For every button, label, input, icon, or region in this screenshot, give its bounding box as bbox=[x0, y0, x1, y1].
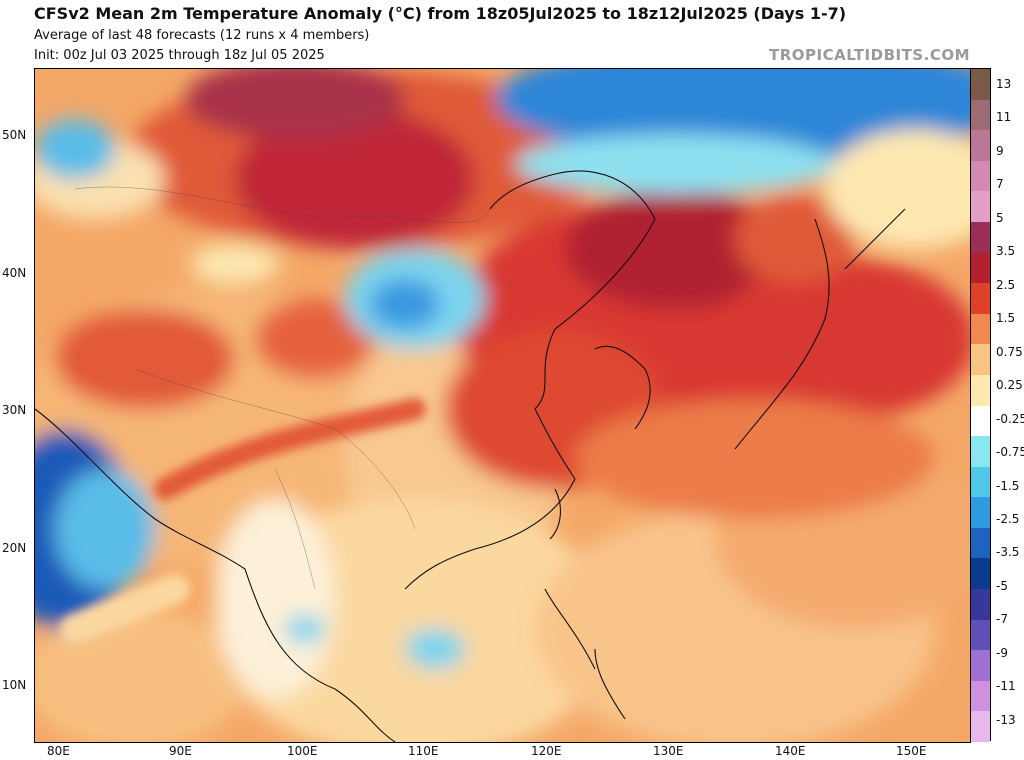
chart-subtitle: Average of last 48 forecasts (12 runs x … bbox=[34, 28, 370, 43]
colorbar-label: 9 bbox=[996, 143, 1004, 158]
anomaly-map bbox=[34, 68, 971, 743]
lon-label-130e: 130E bbox=[653, 744, 684, 758]
colorbar-segment bbox=[971, 221, 990, 254]
colorbar-label: -9 bbox=[996, 645, 1008, 660]
colorbar-segment bbox=[971, 313, 990, 345]
colorbar-segment bbox=[971, 130, 990, 162]
colorbar-segment bbox=[971, 497, 990, 529]
colorbar-segment bbox=[971, 680, 990, 712]
colorbar-segment bbox=[971, 405, 990, 437]
colorbar-segment bbox=[971, 436, 990, 468]
colorbar-label: -0.25 bbox=[996, 411, 1024, 426]
colorbar-segment bbox=[971, 99, 990, 131]
lon-label-150e: 150E bbox=[896, 744, 927, 758]
lon-label-140e: 140E bbox=[775, 744, 806, 758]
lon-label-110e: 110E bbox=[408, 744, 439, 758]
colorbar-segment bbox=[971, 650, 990, 682]
colorbar-segment bbox=[971, 160, 990, 192]
colorbar-label: -13 bbox=[996, 712, 1016, 727]
colorbar-label: 1.5 bbox=[996, 311, 1016, 326]
lat-label-40n: 40N bbox=[2, 266, 27, 280]
colorbar-label: -3.5 bbox=[996, 545, 1020, 560]
colorbar-segment bbox=[971, 466, 990, 498]
colorbar-segment bbox=[971, 252, 990, 284]
map-canvas bbox=[35, 69, 970, 742]
colorbar-segment bbox=[971, 558, 990, 590]
colorbar-label: 2.5 bbox=[996, 277, 1016, 292]
borders bbox=[74, 186, 491, 590]
lat-label-30n: 30N bbox=[2, 403, 27, 417]
colorbar-label: 13 bbox=[996, 77, 1012, 91]
colorbar-label: 0.25 bbox=[996, 378, 1023, 393]
brand-watermark: TROPICALTIDBITS.COM bbox=[769, 46, 970, 64]
lat-label-20n: 20N bbox=[2, 541, 27, 555]
lon-label-80e: 80E bbox=[47, 744, 70, 758]
colorbar-segment bbox=[971, 69, 990, 101]
lon-label-120e: 120E bbox=[531, 744, 562, 758]
lat-label-50n: 50N bbox=[2, 128, 27, 142]
colorbar-label: 5 bbox=[996, 210, 1004, 225]
colorbar-label: -0.75 bbox=[996, 445, 1024, 460]
colorbar-segment bbox=[971, 589, 990, 621]
chart-title: CFSv2 Mean 2m Temperature Anomaly (°C) f… bbox=[34, 4, 847, 23]
colorbar-label: -5 bbox=[996, 578, 1008, 593]
colorbar-segment bbox=[971, 374, 990, 406]
colorbar-label: 7 bbox=[996, 177, 1004, 192]
colorbar-segment bbox=[971, 711, 990, 743]
init-line: Init: 00z Jul 03 2025 through 18z Jul 05… bbox=[34, 48, 325, 63]
colorbar-label: 11 bbox=[996, 110, 1012, 125]
coastlines bbox=[35, 170, 906, 742]
colorbar-label: 3.5 bbox=[996, 244, 1016, 259]
lon-label-100e: 100E bbox=[287, 744, 318, 758]
colorbar-label: -1.5 bbox=[996, 478, 1020, 493]
colorbar-label: 0.75 bbox=[996, 344, 1023, 359]
colorbar-segment bbox=[971, 283, 990, 315]
colorbar-label: -7 bbox=[996, 612, 1008, 627]
colorbar-segment bbox=[971, 619, 990, 651]
colorbar-label: -11 bbox=[996, 679, 1016, 694]
colorbar bbox=[970, 68, 991, 743]
colorbar-segment bbox=[971, 344, 990, 376]
colorbar-label: -2.5 bbox=[996, 512, 1020, 527]
lat-label-10n: 10N bbox=[2, 678, 27, 692]
lon-label-90e: 90E bbox=[169, 744, 192, 758]
colorbar-segment bbox=[971, 527, 990, 559]
colorbar-segment bbox=[971, 191, 990, 223]
